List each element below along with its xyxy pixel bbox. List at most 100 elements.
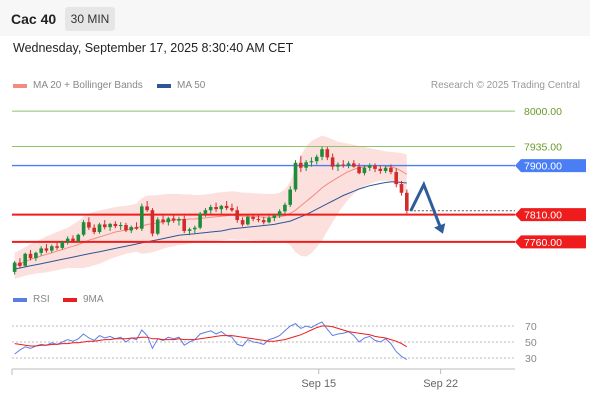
- header-bar: Cac 40 30 MIN: [0, 0, 590, 36]
- candle-body: [28, 253, 33, 259]
- level-label-7810.00: 7810.00: [524, 210, 562, 222]
- candle-body: [76, 234, 81, 242]
- candle-body: [71, 238, 75, 242]
- candle-body: [251, 216, 255, 219]
- candle-body: [304, 162, 308, 168]
- candle-body: [293, 162, 298, 190]
- candle-body: [124, 225, 128, 231]
- ma50-line: [14, 181, 407, 270]
- ma50-swatch: [157, 83, 171, 88]
- candle-body: [235, 210, 239, 220]
- candle-body: [55, 246, 59, 248]
- candle-body: [246, 216, 250, 225]
- candle-body: [171, 218, 176, 221]
- candle-body: [341, 164, 345, 166]
- rsi-ma-legend-label: 9MA: [83, 294, 104, 305]
- candle-body: [383, 167, 388, 171]
- candle-body: [177, 219, 181, 221]
- candle-body: [357, 166, 361, 174]
- ma20-swatch: [13, 83, 27, 88]
- candle-body: [325, 149, 330, 158]
- candle-body: [214, 207, 218, 210]
- candle-body: [336, 164, 340, 167]
- candle-body: [155, 219, 160, 234]
- candle-body: [230, 208, 234, 211]
- candle-body: [362, 167, 367, 174]
- legend-item-ma20-bollinger: MA 20 + Bollinger Bands: [13, 80, 143, 91]
- legend-item-rsi-ma: 9MA: [63, 294, 104, 305]
- candle-body: [208, 207, 213, 211]
- candle-body: [203, 210, 208, 214]
- candle-body: [261, 220, 266, 223]
- rsi-legend-label: RSI: [33, 294, 50, 305]
- candle-body: [65, 238, 70, 242]
- candle-body: [219, 205, 224, 210]
- candle-body: [299, 162, 303, 168]
- candle-body: [367, 165, 372, 168]
- level-tag-7900.00: [515, 159, 586, 173]
- candle-body: [389, 167, 393, 173]
- candle-body: [352, 163, 356, 167]
- candle-body: [187, 229, 192, 231]
- candle-body: [39, 248, 43, 253]
- ma50-legend-label: MA 50: [177, 80, 206, 91]
- candle-body: [378, 168, 383, 171]
- candle-body: [118, 225, 123, 227]
- rsi-ma-swatch: [63, 297, 77, 302]
- candle-body: [60, 241, 65, 248]
- candle-body: [97, 224, 102, 232]
- candle-body: [23, 253, 27, 266]
- rsi-level-label-50: 50: [525, 337, 537, 349]
- candle-body: [320, 149, 324, 157]
- level-label-7760.00: 7760.00: [524, 237, 562, 249]
- candle-body: [399, 184, 404, 193]
- credit-text: Research © 2025 Trading Central: [430, 80, 580, 91]
- legend-item-rsi: RSI: [13, 294, 50, 305]
- candle-body: [267, 217, 271, 223]
- candle-body: [113, 223, 118, 227]
- candle-body: [150, 210, 155, 234]
- candle-body: [198, 213, 202, 228]
- candle-body: [256, 219, 261, 221]
- candle-body: [140, 206, 144, 229]
- candle-body: [87, 222, 91, 228]
- level-tag-7810.00: [515, 208, 586, 222]
- level-tag-7760.00: [515, 235, 586, 249]
- legend-item-ma50: MA 50: [157, 80, 205, 91]
- ma20-line: [14, 165, 408, 267]
- candle-body: [129, 227, 133, 231]
- x-tick-label-Sep 22: Sep 22: [423, 378, 458, 390]
- candle-body: [44, 248, 49, 251]
- candle-body: [18, 262, 22, 266]
- candle-body: [288, 189, 292, 205]
- timeframe-button[interactable]: 30 MIN: [65, 7, 115, 31]
- candle-body: [182, 219, 186, 231]
- candle-body: [330, 157, 335, 167]
- candle-body: [272, 215, 277, 218]
- candle-body: [224, 205, 229, 209]
- candle-body: [314, 156, 319, 162]
- candle-body: [240, 220, 245, 225]
- candle-body: [277, 211, 282, 216]
- candle-body: [161, 219, 165, 223]
- candle-body: [166, 218, 171, 223]
- candle-body: [346, 163, 351, 166]
- candle-body: [394, 172, 398, 185]
- rsi-line: [14, 321, 408, 361]
- candle-body: [283, 204, 287, 212]
- rsi-ma-line: [14, 325, 408, 348]
- candle-body: [34, 252, 38, 259]
- candle-body: [108, 223, 112, 228]
- instrument-title: Cac 40: [11, 11, 57, 27]
- candle-body: [134, 227, 139, 229]
- level-label-8000.00: 8000.00: [524, 106, 562, 118]
- candle-body: [193, 227, 197, 230]
- projection-arrow: [409, 180, 444, 232]
- candle-body: [145, 206, 149, 211]
- rsi-swatch: [13, 297, 27, 302]
- projection-arrow-head: [434, 223, 446, 234]
- candle-body: [405, 192, 409, 211]
- ma20-legend-label: MA 20 + Bollinger Bands: [33, 80, 143, 91]
- candle-body: [12, 262, 17, 272]
